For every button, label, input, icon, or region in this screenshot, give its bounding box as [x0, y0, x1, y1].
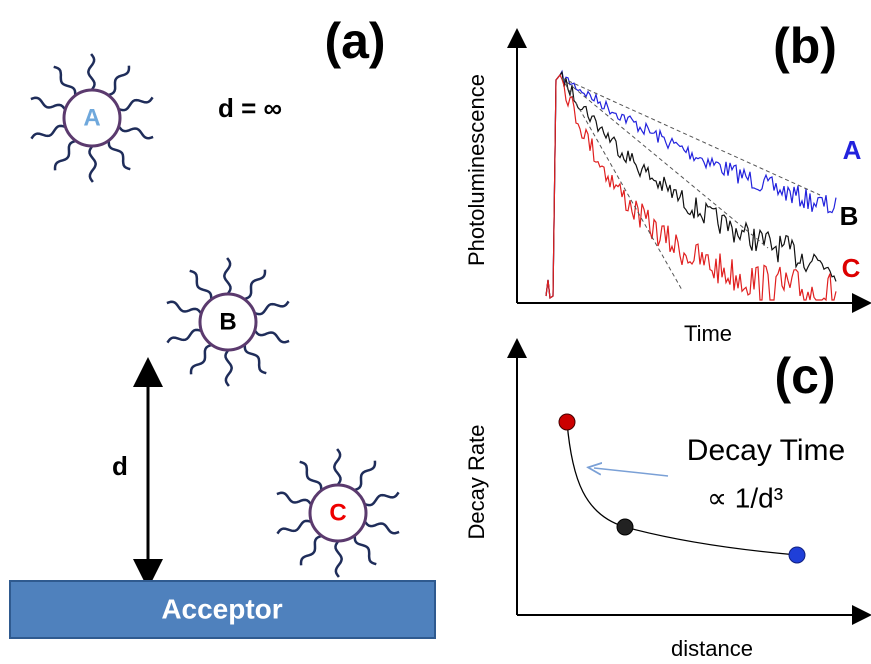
decay-trace: [545, 69, 837, 300]
particle-label: B: [219, 308, 236, 335]
ligand: [107, 65, 131, 97]
ligand: [254, 300, 290, 316]
decay-trace: [545, 70, 837, 300]
particle: [308, 483, 368, 543]
ligand: [333, 448, 342, 486]
ligand: [107, 140, 131, 171]
ligand: [253, 329, 290, 344]
ligand: [363, 520, 400, 535]
acceptor: [9, 580, 436, 639]
fit-line: [561, 77, 683, 291]
x-axis-label: Time: [684, 321, 732, 346]
ligand: [189, 343, 213, 375]
distance-label: d: [112, 451, 128, 481]
curve-label: B: [840, 201, 859, 231]
annotation: ∝ 1/d³: [707, 482, 783, 513]
ligand: [30, 124, 66, 140]
acceptor-label: Acceptor: [161, 593, 282, 624]
panel-label: (b): [773, 18, 837, 74]
particle-label: A: [83, 104, 100, 131]
ligand: [189, 269, 213, 300]
d-infinity: d = ∞: [218, 93, 282, 123]
y-axis-label: Photoluminescence: [464, 74, 489, 266]
ligand: [88, 145, 97, 183]
annotation-arrow: [594, 468, 669, 477]
annotation: Decay Time: [687, 434, 845, 467]
ligand: [353, 535, 377, 566]
ligand: [166, 300, 203, 315]
ligand: [276, 491, 313, 506]
fit-line: [561, 77, 821, 196]
ligand: [53, 65, 77, 96]
ligand: [334, 540, 343, 578]
ligand: [166, 328, 202, 344]
ligand: [118, 96, 154, 112]
curve-label: C: [842, 253, 861, 283]
ligand: [243, 344, 267, 375]
particle: [62, 88, 122, 148]
ligand: [53, 139, 77, 171]
ligand: [364, 491, 400, 507]
panel-label: (c): [774, 348, 835, 404]
curve-label: A: [843, 135, 862, 165]
point: [616, 518, 634, 536]
ligand: [30, 96, 67, 111]
point: [558, 413, 576, 431]
particle-label: C: [329, 499, 346, 526]
ligand: [223, 257, 232, 295]
fit-line: [561, 77, 769, 249]
panel-label: (a): [324, 13, 385, 69]
ligand: [224, 349, 233, 387]
particle: [198, 292, 258, 352]
ligand: [353, 460, 377, 492]
x-axis-label: distance: [671, 636, 753, 661]
decay-curves: [545, 69, 837, 302]
decay-trace: [545, 73, 837, 302]
ligands: [30, 53, 400, 578]
ligand: [243, 269, 267, 301]
ligand: [299, 460, 323, 491]
ligand: [117, 125, 154, 140]
ligand: [276, 519, 312, 535]
ligand: [299, 534, 323, 566]
ligand: [87, 53, 96, 91]
y-axis-label: Decay Rate: [464, 425, 489, 540]
point: [788, 546, 806, 564]
